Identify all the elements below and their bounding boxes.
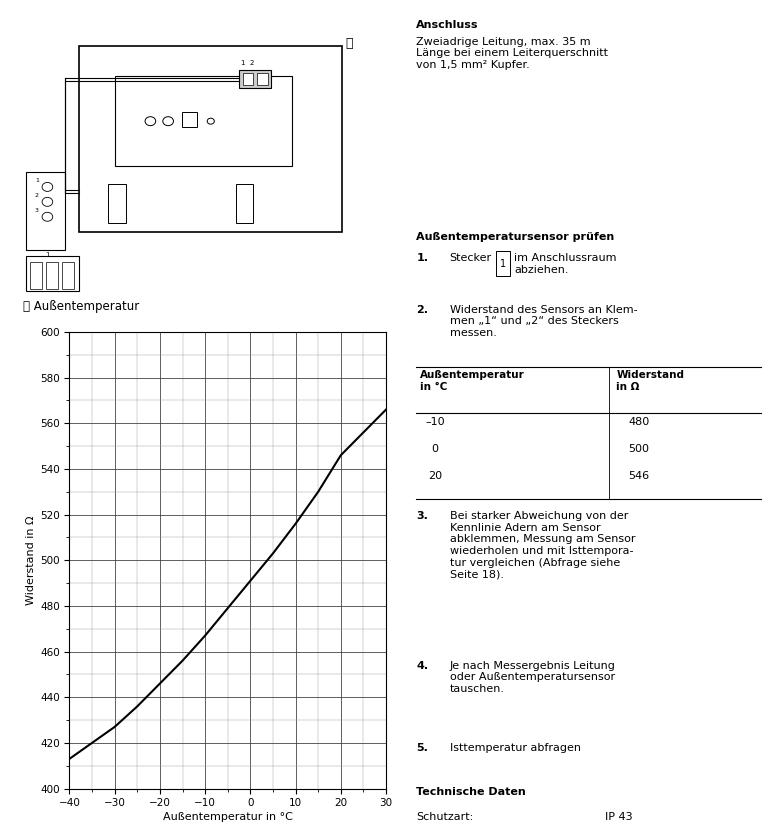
Bar <box>242 73 253 85</box>
Bar <box>108 184 126 222</box>
Text: 1: 1 <box>45 252 49 258</box>
Circle shape <box>42 212 52 222</box>
Text: Bei starker Abweichung von der
Kennlinie Adern am Sensor
abklemmen, Messung am S: Bei starker Abweichung von der Kennlinie… <box>449 511 635 579</box>
X-axis label: Außentemperatur in °C: Außentemperatur in °C <box>163 813 293 823</box>
Bar <box>235 184 253 222</box>
Text: 1: 1 <box>500 258 506 269</box>
Text: Anschluss: Anschluss <box>416 20 479 30</box>
Text: Ⓐ: Ⓐ <box>346 37 353 50</box>
Text: 3: 3 <box>35 208 39 213</box>
Text: Technische Daten: Technische Daten <box>416 787 526 797</box>
Circle shape <box>42 183 52 192</box>
Text: 4.: 4. <box>416 661 428 671</box>
Circle shape <box>145 117 156 125</box>
FancyBboxPatch shape <box>80 46 342 232</box>
Circle shape <box>163 117 174 125</box>
Text: IP 43: IP 43 <box>605 812 633 822</box>
Text: Isttemperatur abfragen: Isttemperatur abfragen <box>449 743 581 753</box>
Text: 20: 20 <box>428 471 442 481</box>
Text: Widerstand
in Ω: Widerstand in Ω <box>616 370 684 392</box>
Bar <box>26 172 65 250</box>
Bar <box>29 261 42 289</box>
Text: 5.: 5. <box>416 743 428 753</box>
Text: Schutzart:: Schutzart: <box>416 812 473 822</box>
Text: 546: 546 <box>628 471 649 481</box>
Text: –10: –10 <box>425 417 445 427</box>
FancyBboxPatch shape <box>115 76 293 166</box>
Text: Widerstand des Sensors an Klem-
men „1“ und „2“ des Steckers
messen.: Widerstand des Sensors an Klem- men „1“ … <box>449 305 637 338</box>
Text: im Anschlussraum
abziehen.: im Anschlussraum abziehen. <box>514 253 617 275</box>
Text: 2: 2 <box>35 193 39 198</box>
Text: Außentemperatur
in °C: Außentemperatur in °C <box>420 370 525 392</box>
FancyBboxPatch shape <box>496 251 510 276</box>
Bar <box>239 71 271 88</box>
Text: 480: 480 <box>628 417 649 427</box>
Bar <box>182 112 197 127</box>
Circle shape <box>207 118 215 124</box>
Bar <box>257 73 268 85</box>
Text: 1: 1 <box>35 178 39 183</box>
Bar <box>62 261 74 289</box>
Text: Stecker: Stecker <box>449 253 492 263</box>
Bar <box>46 261 58 289</box>
Bar <box>26 256 80 291</box>
Text: Je nach Messergebnis Leitung
oder Außentemperatursensor
tauschen.: Je nach Messergebnis Leitung oder Außent… <box>449 661 615 694</box>
Circle shape <box>42 198 52 207</box>
Text: 1.: 1. <box>416 253 428 263</box>
Text: Zweiadrige Leitung, max. 35 m
Länge bei einem Leiterquerschnitt
von 1,5 mm² Kupf: Zweiadrige Leitung, max. 35 m Länge bei … <box>416 37 608 70</box>
Text: 1  2: 1 2 <box>242 60 255 66</box>
Text: 500: 500 <box>628 444 649 454</box>
Text: 3.: 3. <box>416 511 428 521</box>
Text: Außentemperatursensor prüfen: Außentemperatursensor prüfen <box>416 232 615 242</box>
Text: 2.: 2. <box>416 305 428 315</box>
Text: Ⓐ Außentemperatur: Ⓐ Außentemperatur <box>22 300 139 313</box>
Text: 0: 0 <box>432 444 438 454</box>
Y-axis label: Widerstand in Ω: Widerstand in Ω <box>25 515 36 605</box>
